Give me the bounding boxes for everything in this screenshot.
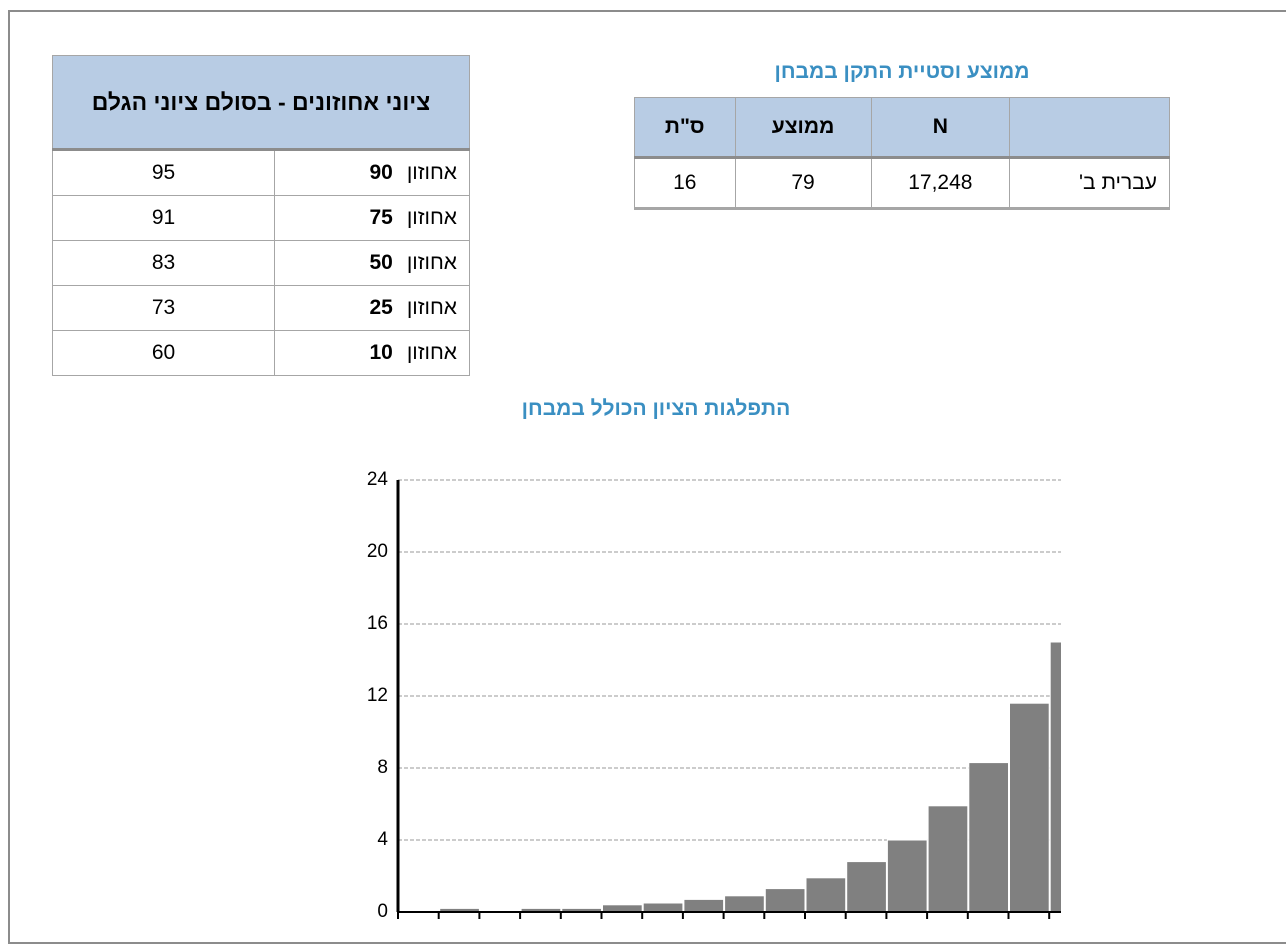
bar	[602, 904, 643, 913]
y-tick-label: 8	[377, 757, 388, 778]
percentile-table: ציוני אחוזונים - בסולם ציוני הגלם אחוזון 9…	[52, 55, 470, 376]
y-tick-label: 16	[367, 613, 388, 634]
score: 60	[52, 330, 275, 376]
table-title: ציוני אחוזונים - בסולם ציוני הגלם	[52, 55, 470, 151]
percentile: 10	[369, 341, 393, 364]
percentile: 90	[369, 161, 393, 184]
label: אחוזון	[406, 161, 457, 184]
bar	[886, 839, 928, 913]
row: אחוזון 10 60	[52, 330, 470, 376]
y-tick-label: 24	[367, 469, 389, 490]
chart-title: התפלגות הציון הכולל במבחן	[521, 397, 791, 420]
bar	[1049, 641, 1061, 913]
label: אחוזון	[406, 251, 457, 274]
label: אחוזון	[406, 341, 457, 364]
label-cell: אחוזון 10	[274, 330, 470, 376]
label-cell: אחוזון 75	[274, 195, 470, 241]
label-cell: אחוזון 50	[274, 240, 470, 286]
label: אחוזון	[406, 206, 457, 229]
percentile: 50	[369, 251, 393, 274]
row: אחוזון75 91	[52, 195, 470, 241]
chart: 0 4 8 12 16 20 24	[367, 469, 1061, 922]
header-cell: ס"ת	[634, 97, 736, 159]
page: ציוני אחוזונים - בסולם ציוני הגלם אחוזון 9…	[8, 10, 1286, 944]
bar	[683, 898, 725, 913]
bar	[805, 877, 847, 913]
bar	[724, 895, 765, 913]
cell: 16	[634, 157, 736, 210]
score: 73	[52, 285, 275, 331]
stats-table: N ממוצע ס"ת עברית ב' 17,248 79 16	[634, 97, 1170, 210]
y-tick-label: 20	[367, 541, 388, 562]
bar	[1009, 702, 1050, 913]
row: אחוזון 50 83	[52, 240, 470, 286]
cell: 79	[734, 157, 872, 210]
stats-title: ממוצע וסטיית התקן במבחן	[774, 60, 1030, 83]
label-cell: אחוזון 90	[274, 149, 470, 196]
bar	[968, 762, 1009, 913]
label: אחוזון	[406, 296, 457, 319]
percentile: 25	[369, 296, 393, 319]
bar	[927, 805, 969, 913]
percentile: 75	[369, 206, 393, 229]
header-cell: ממוצע	[734, 97, 872, 159]
cell: עברית ב'	[1009, 157, 1170, 210]
bar	[764, 888, 806, 913]
y-tick-label: 12	[367, 685, 388, 706]
bar	[642, 902, 684, 913]
score: 83	[52, 240, 275, 286]
header-cell: N	[870, 97, 1011, 159]
cell: 17,248	[870, 157, 1011, 210]
header-cell	[1009, 97, 1170, 159]
label-cell: אחוזון 25	[274, 285, 470, 331]
y-tick-label: 4	[377, 829, 388, 850]
y-tick-label: 0	[377, 901, 388, 922]
row: עברית ב' 17,248 79 16	[634, 157, 1170, 210]
row: אחוזון 90 95	[52, 149, 470, 196]
bar	[846, 861, 887, 913]
row: אחוזון 25 73	[52, 285, 470, 331]
bars	[439, 641, 1061, 913]
score: 95	[52, 149, 275, 196]
